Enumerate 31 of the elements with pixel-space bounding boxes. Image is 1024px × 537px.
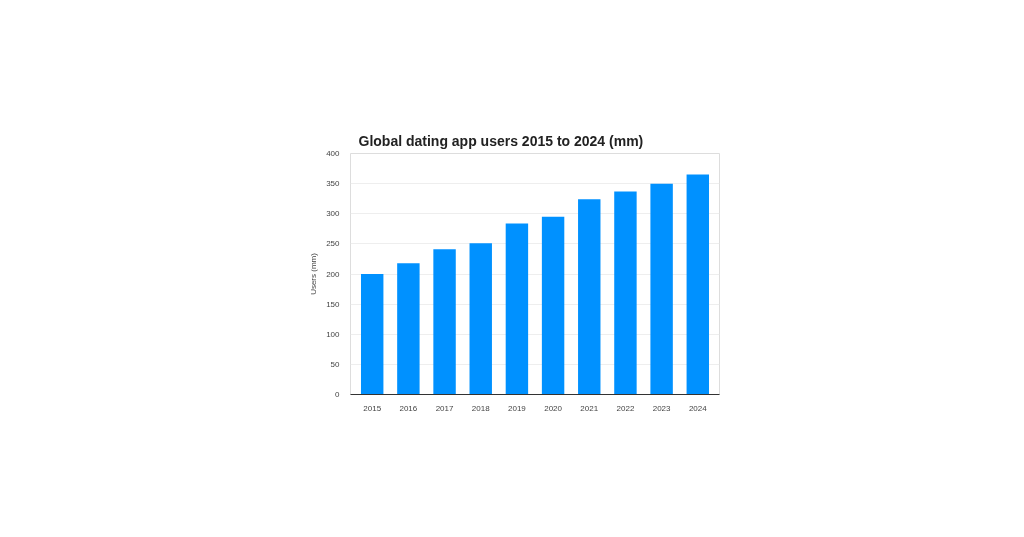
x-tick-label: 2018	[471, 403, 491, 413]
bar	[433, 249, 456, 395]
chart-title: Global dating app users 2015 to 2024 (mm)	[358, 132, 644, 149]
bar	[360, 274, 384, 395]
x-tick-label: 2017	[435, 403, 455, 413]
bar	[686, 174, 710, 395]
bar	[469, 243, 492, 395]
bar	[541, 216, 565, 395]
x-tick-label: 2020	[544, 403, 563, 413]
bar	[505, 223, 529, 395]
y-tick-label: 150	[326, 299, 341, 309]
y-tick-label: 400	[326, 149, 341, 158]
bar	[578, 199, 601, 395]
y-tick-label: 100	[326, 329, 341, 339]
x-tick-label: 2016	[399, 403, 418, 413]
y-tick-label: 350	[326, 179, 341, 189]
x-tick-label: 2019	[508, 403, 527, 413]
y-tick-label: 250	[326, 239, 341, 249]
x-tick-label: 2023	[652, 403, 672, 413]
y-tick-label: 200	[326, 269, 341, 279]
bar	[614, 191, 637, 395]
x-tick-label: 2022	[616, 403, 635, 413]
x-tick-label: 2021	[580, 403, 599, 413]
y-tick-label: 300	[326, 209, 341, 219]
x-tick-label: 2024	[688, 403, 708, 413]
y-tick-label: 0	[335, 390, 341, 399]
y-tick-label: 50	[330, 359, 341, 369]
x-tick-label: 2015	[363, 403, 382, 413]
bar	[650, 183, 673, 395]
y-axis-title: Users (mm)	[309, 252, 319, 295]
bar	[397, 263, 420, 395]
